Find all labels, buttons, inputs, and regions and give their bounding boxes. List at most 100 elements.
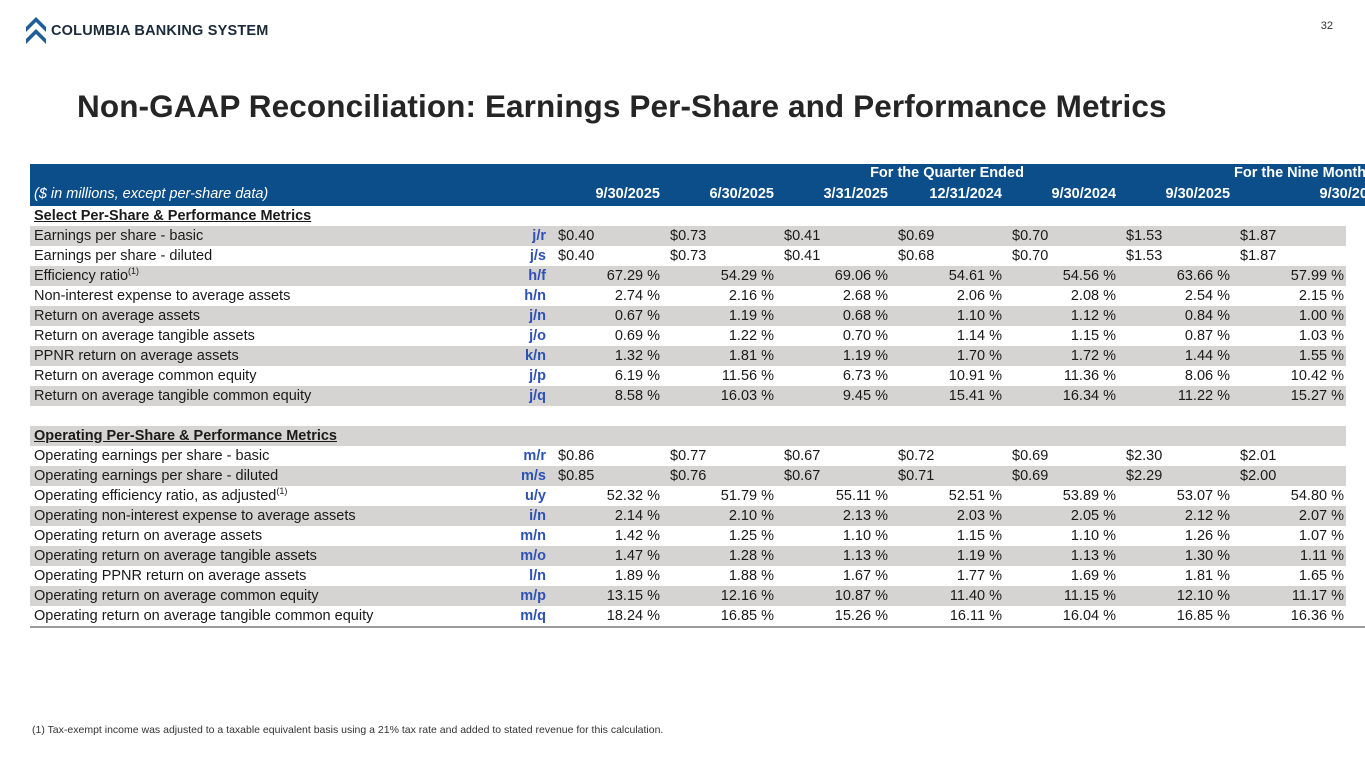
table-row: Operating return on average tangible com… — [30, 606, 1365, 628]
period-header: 9/30/2024 — [1004, 183, 1119, 206]
row-reference: l/n — [529, 567, 546, 584]
table-cell: 1.42 % — [614, 527, 660, 544]
table-cell: $0.67 — [776, 466, 890, 486]
brand-name: COLUMBIA BANKING SYSTEM — [51, 23, 269, 39]
table-cell: 0.70 % — [842, 327, 888, 344]
table-cell: 0.87 % — [1184, 327, 1231, 344]
table-cell: $0.72 — [898, 447, 935, 464]
table-cell: 51.79 % — [720, 487, 774, 504]
table-cell: 2.68 % — [842, 287, 888, 304]
row-reference: j/s — [529, 247, 546, 264]
row-label: Operating non-interest expense to averag… — [30, 506, 490, 526]
table-cell: 6.73 % — [842, 367, 888, 384]
table-row: Earnings per share - diluted j/s $0.40 $0.7… — [30, 246, 1365, 266]
table-cell: 67.29 % — [550, 266, 662, 286]
table-cell: 12.16 % — [662, 586, 776, 606]
table-cell: 55.11 % — [835, 487, 888, 504]
table-cell: 54.80 % — [1290, 487, 1345, 504]
table-cell: 8.58 % — [550, 386, 662, 406]
table-cell: 11.15 % — [1004, 586, 1119, 606]
table-cell: 15.26 % — [776, 606, 890, 628]
table-cell: $0.40 — [550, 226, 662, 246]
table-row: Operating earnings per share - basic m/r $… — [30, 446, 1365, 466]
table-cell: 1.55 % — [1232, 346, 1347, 366]
table-cell: 16.03 % — [662, 386, 776, 406]
table-cell: $0.86 — [558, 447, 595, 464]
metrics-table: For the Quarter Ended For the Nine Month… — [30, 164, 1365, 628]
company-logo: COLUMBIA BANKING SYSTEM — [25, 16, 269, 46]
row-label: Operating efficiency ratio, as adjusted(… — [34, 485, 288, 504]
table-cell: 8.06 % — [1184, 367, 1231, 384]
table-cell: $0.68 — [898, 247, 935, 264]
table-cell: 2.06 % — [956, 287, 1002, 304]
row-label: Non-interest expense to average assets — [34, 287, 291, 304]
table-cell: 11.22 % — [1118, 386, 1233, 406]
row-reference: m/o — [490, 546, 550, 566]
table-cell: 1.10 % — [890, 306, 1004, 326]
row-label: Operating return on average tangible ass… — [30, 546, 490, 566]
row-reference: m/n — [520, 527, 546, 544]
table-cell: $0.41 — [776, 226, 890, 246]
table-cell: 1.28 % — [662, 546, 776, 566]
row-reference: u/y — [525, 487, 546, 504]
table-cell: 1.03 % — [1298, 327, 1345, 344]
table-row: Operating non-interest expense to averag… — [30, 506, 1365, 526]
table-cell: $0.76 — [662, 466, 776, 486]
table-cell: $0.69 — [890, 226, 1004, 246]
quarter-group-header: For the Quarter Ended — [776, 164, 1119, 183]
table-cell: 1.11 % — [1232, 546, 1347, 566]
spacer-row — [30, 406, 1365, 426]
row-label: Operating return on average assets — [34, 527, 263, 544]
row-reference: j/p — [529, 367, 546, 384]
table-cell: 2.12 % — [1118, 506, 1233, 526]
table-cell: 1.47 % — [550, 546, 662, 566]
table-cell: 1.81 % — [1184, 567, 1231, 584]
table-cell: 9.45 % — [776, 386, 890, 406]
table-cell: 1.70 % — [890, 346, 1004, 366]
table-cell: $2.29 — [1118, 466, 1233, 486]
table-cell: 1.13 % — [1004, 546, 1119, 566]
table-cell: $0.69 — [1012, 447, 1049, 464]
table-cell: 15.41 % — [890, 386, 1004, 406]
table-cell: 10.87 % — [776, 586, 890, 606]
table-cell: 12.10 % — [1118, 586, 1233, 606]
table-cell: 2.03 % — [890, 506, 1004, 526]
table-cell: $2.00 — [1232, 466, 1347, 486]
table-cell: 54.29 % — [662, 266, 776, 286]
table-cell: 16.36 % — [1232, 606, 1347, 628]
table-cell: 2.15 % — [1298, 287, 1345, 304]
table-cell: 52.51 % — [948, 487, 1002, 504]
table-cell: $2.30 — [1126, 447, 1163, 464]
table-row: Return on average assets j/n 0.67 % 1.19 % 0… — [30, 306, 1365, 326]
table-cell: 16.85 % — [1118, 606, 1233, 628]
row-reference: j/o — [529, 327, 546, 344]
table-cell: 16.34 % — [1004, 386, 1119, 406]
table-cell: 2.07 % — [1232, 506, 1347, 526]
table-cell: 1.10 % — [1070, 527, 1117, 544]
table-cell: $1.87 — [1232, 226, 1347, 246]
row-reference: h/f — [490, 266, 550, 286]
table-cell: 10.42 % — [1290, 367, 1345, 384]
footnote: (1) Tax-exempt income was adjusted to a … — [32, 724, 664, 736]
table-cell: $0.73 — [662, 226, 776, 246]
table-cell: 2.05 % — [1004, 506, 1119, 526]
table-cell: 11.40 % — [890, 586, 1004, 606]
table-cell: 1.81 % — [662, 346, 776, 366]
table-cell: $0.73 — [670, 247, 707, 264]
page-title: Non-GAAP Reconciliation: Earnings Per-Sh… — [77, 88, 1167, 124]
table-cell: 2.14 % — [550, 506, 662, 526]
table-cell: 11.17 % — [1232, 586, 1347, 606]
row-reference: m/r — [523, 447, 546, 464]
table-cell: 1.65 % — [1298, 567, 1345, 584]
period-header: 9/30/2024 — [1232, 183, 1365, 206]
header-period-row: ($ in millions, except per-share data) 9… — [30, 183, 1365, 206]
nine-months-group-header: For the Nine Months Ended — [1232, 164, 1365, 183]
row-label: Earnings per share - diluted — [34, 247, 213, 264]
table-cell: 1.15 % — [956, 527, 1002, 544]
table-cell: 54.56 % — [1004, 266, 1119, 286]
table-cell: 1.67 % — [842, 567, 888, 584]
table-cell: 0.67 % — [550, 306, 662, 326]
table-cell: $0.70 — [1012, 247, 1049, 264]
row-reference: j/r — [490, 226, 550, 246]
section-title: Operating Per-Share & Performance Metric… — [34, 427, 337, 444]
